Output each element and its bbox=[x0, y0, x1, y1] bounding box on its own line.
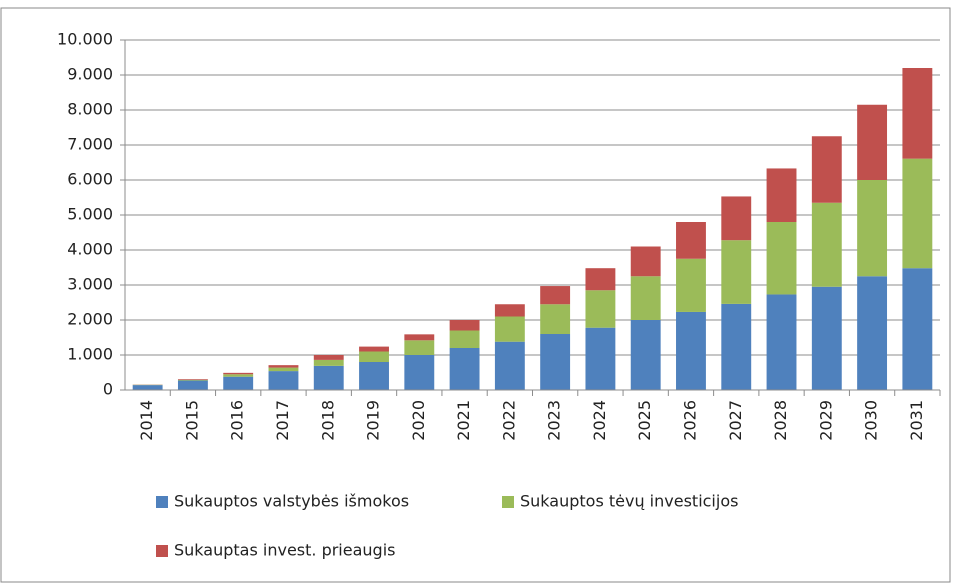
bar-segment bbox=[585, 290, 616, 328]
bar-segment bbox=[721, 196, 752, 241]
bar-segment bbox=[177, 379, 208, 380]
bar-segment bbox=[630, 320, 661, 390]
y-tick-label: 8.000 bbox=[67, 100, 113, 119]
legend-swatch bbox=[502, 496, 514, 508]
bar-segment bbox=[540, 334, 571, 390]
bar-segment bbox=[676, 311, 706, 390]
bar-segment bbox=[766, 294, 797, 390]
y-tick-label: 5.000 bbox=[67, 205, 113, 224]
x-tick-label: 2017 bbox=[273, 400, 292, 441]
bar-segment bbox=[585, 327, 616, 390]
x-tick-label: 2031 bbox=[907, 400, 926, 441]
bar-segment bbox=[404, 340, 435, 355]
legend-swatch bbox=[156, 545, 168, 557]
y-tick-label: 3.000 bbox=[67, 275, 113, 294]
x-tick-label: 2021 bbox=[454, 400, 473, 441]
bar-segment bbox=[902, 158, 933, 269]
bar-segment bbox=[811, 202, 842, 287]
bar-segment bbox=[676, 222, 706, 259]
bar-segment bbox=[404, 334, 435, 341]
bar-segment bbox=[223, 372, 254, 375]
bar-segment bbox=[902, 68, 933, 159]
x-tick-label: 2024 bbox=[590, 400, 609, 441]
bar-segment bbox=[676, 258, 706, 312]
bar-segment bbox=[223, 376, 254, 390]
bar-segment bbox=[313, 365, 344, 390]
x-tick-label: 2023 bbox=[545, 400, 564, 441]
bar-segment bbox=[494, 316, 525, 342]
x-tick-label: 2016 bbox=[228, 400, 247, 441]
bar-segment bbox=[766, 222, 797, 295]
bar-segment bbox=[359, 362, 389, 390]
bar-segment bbox=[132, 385, 163, 390]
bar-segment bbox=[449, 330, 480, 348]
bar-segment bbox=[449, 348, 480, 390]
x-tick-label: 2019 bbox=[364, 400, 383, 441]
bar-segment bbox=[494, 304, 525, 317]
bar-segment bbox=[630, 276, 661, 320]
bar-segment bbox=[449, 320, 480, 331]
bar-segment bbox=[857, 276, 888, 390]
x-tick-label: 2015 bbox=[182, 400, 201, 441]
bar-segment bbox=[494, 341, 525, 390]
x-tick-label: 2030 bbox=[862, 400, 881, 441]
bar-segment bbox=[268, 367, 299, 372]
bar-segment bbox=[359, 346, 389, 352]
bar-segment bbox=[223, 374, 254, 377]
y-tick-label: 10.000 bbox=[57, 30, 113, 49]
legend-label: Sukauptos tėvų investicijos bbox=[520, 492, 738, 511]
legend-label: Sukauptas invest. prieaugis bbox=[174, 541, 395, 560]
bar-segment bbox=[359, 351, 389, 362]
x-tick-label: 2028 bbox=[771, 400, 790, 441]
legend-swatch bbox=[156, 496, 168, 508]
bar-segment bbox=[721, 240, 752, 304]
bar-segment bbox=[902, 268, 933, 390]
bar-segment bbox=[268, 371, 299, 390]
bar-segment bbox=[313, 355, 344, 360]
bar-segment bbox=[630, 246, 661, 277]
legend-label: Sukauptos valstybės išmokos bbox=[174, 492, 409, 511]
x-tick-label: 2018 bbox=[318, 400, 337, 441]
bar-segment bbox=[540, 304, 571, 334]
y-tick-label: 9.000 bbox=[67, 65, 113, 84]
bar-segment bbox=[585, 268, 616, 291]
bar-segment bbox=[811, 136, 842, 203]
x-tick-label: 2029 bbox=[816, 400, 835, 441]
bar-segment bbox=[766, 168, 797, 222]
bar-segment bbox=[811, 286, 842, 390]
y-tick-label: 1.000 bbox=[67, 345, 113, 364]
bar-segment bbox=[857, 180, 888, 277]
bar-segment bbox=[313, 359, 344, 366]
bar-segment bbox=[268, 365, 299, 368]
y-tick-label: 7.000 bbox=[67, 135, 113, 154]
x-tick-label: 2014 bbox=[137, 400, 156, 441]
x-tick-label: 2020 bbox=[409, 400, 428, 441]
bar-segment bbox=[404, 355, 435, 390]
x-tick-label: 2025 bbox=[635, 400, 654, 441]
bar-segment bbox=[177, 379, 208, 381]
bar-segment bbox=[540, 286, 571, 305]
y-tick-label: 6.000 bbox=[67, 170, 113, 189]
chart-border bbox=[0, 7, 951, 583]
y-tick-label: 0 bbox=[103, 380, 113, 399]
x-tick-label: 2022 bbox=[499, 400, 518, 441]
bar-segment bbox=[177, 380, 208, 390]
y-tick-label: 2.000 bbox=[67, 310, 113, 329]
x-tick-label: 2026 bbox=[680, 400, 699, 441]
bar-segment bbox=[721, 303, 752, 390]
x-tick-label: 2027 bbox=[726, 400, 745, 441]
y-tick-label: 4.000 bbox=[67, 240, 113, 259]
bar-segment bbox=[857, 104, 888, 180]
